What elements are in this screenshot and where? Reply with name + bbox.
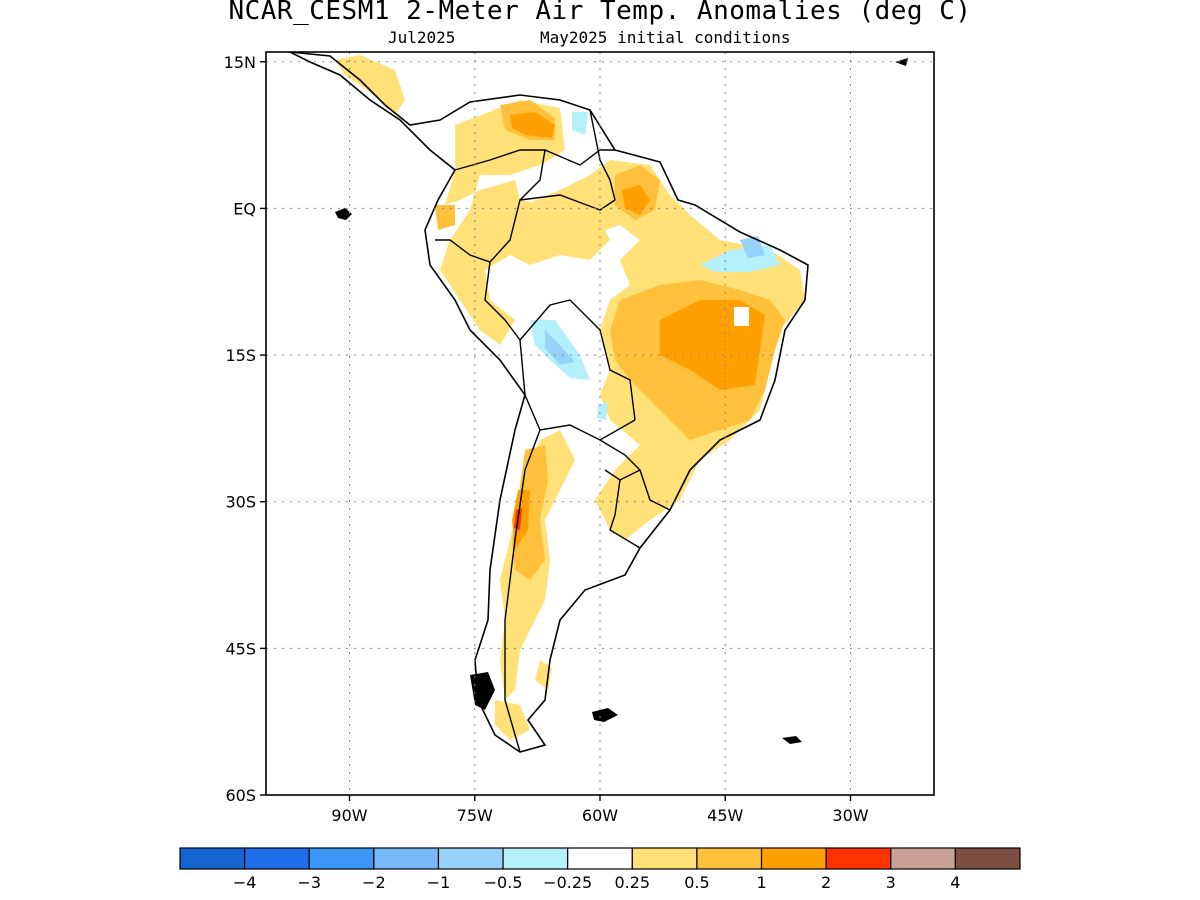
lon-tick-label: 75W bbox=[457, 806, 493, 825]
colorbar-label: 0.25 bbox=[614, 873, 650, 892]
colorbar-swatch bbox=[373, 847, 440, 870]
coastline bbox=[289, 52, 809, 753]
colorbar-swatch bbox=[696, 847, 763, 870]
colorbar-label: −3 bbox=[297, 873, 321, 892]
colorbar-swatch bbox=[760, 847, 827, 870]
lat-tick-label: 60S bbox=[225, 786, 256, 805]
colorbar-label: −4 bbox=[233, 873, 257, 892]
colorbar-label: 4 bbox=[950, 873, 960, 892]
colorbar-swatch bbox=[890, 847, 956, 870]
colorbar-swatch bbox=[179, 847, 246, 870]
colorbar-swatch bbox=[954, 847, 1021, 870]
colorbar-swatch bbox=[825, 847, 892, 870]
islands bbox=[335, 58, 908, 744]
lon-tick-label: 30W bbox=[832, 806, 868, 825]
colorbar-swatch bbox=[567, 847, 633, 870]
map-title: NCAR_CESM1 2-Meter Air Temp. Anomalies (… bbox=[228, 0, 972, 26]
missing-data-cell bbox=[734, 307, 749, 326]
colorbar-label: 2 bbox=[821, 873, 831, 892]
lon-tick-label: 60W bbox=[582, 806, 618, 825]
lon-tick-label: 90W bbox=[331, 806, 367, 825]
colorbar-label: 0.5 bbox=[684, 873, 709, 892]
colorbar-swatch bbox=[308, 847, 375, 870]
lat-tick-label: 45S bbox=[225, 639, 256, 658]
colorbar-label: −2 bbox=[362, 873, 386, 892]
colorbar-swatch bbox=[244, 847, 310, 870]
lat-tick-label: 30S bbox=[225, 493, 256, 512]
colorbar-swatch bbox=[631, 847, 698, 870]
valid-month: Jul2025 bbox=[388, 28, 456, 47]
initial-conditions: May2025 initial conditions bbox=[540, 28, 791, 47]
map-axes: 15N EQ 15S 30S 45S 60S 90W 75W 60W 45W 30W bbox=[224, 53, 869, 825]
colorbar-swatch bbox=[502, 847, 569, 870]
anomaly-neg-0-5 bbox=[545, 236, 765, 365]
colorbar-label: 3 bbox=[886, 873, 896, 892]
colorbar-label: 1 bbox=[756, 873, 766, 892]
colorbar: −4 −3 −2 −1 −0.5 −0.25 0.25 0.5 1 2 3 4 bbox=[179, 847, 1021, 892]
lat-tick-label: EQ bbox=[233, 199, 256, 218]
colorbar-label: −0.25 bbox=[543, 873, 592, 892]
country-borders bbox=[435, 109, 671, 753]
colorbar-swatch bbox=[437, 847, 504, 870]
colorbar-label: −1 bbox=[427, 873, 451, 892]
map-area bbox=[289, 52, 908, 753]
lat-tick-label: 15S bbox=[225, 346, 256, 365]
colorbar-label: −0.5 bbox=[484, 873, 523, 892]
lat-tick-label: 15N bbox=[224, 53, 256, 72]
lon-tick-label: 45W bbox=[707, 806, 743, 825]
